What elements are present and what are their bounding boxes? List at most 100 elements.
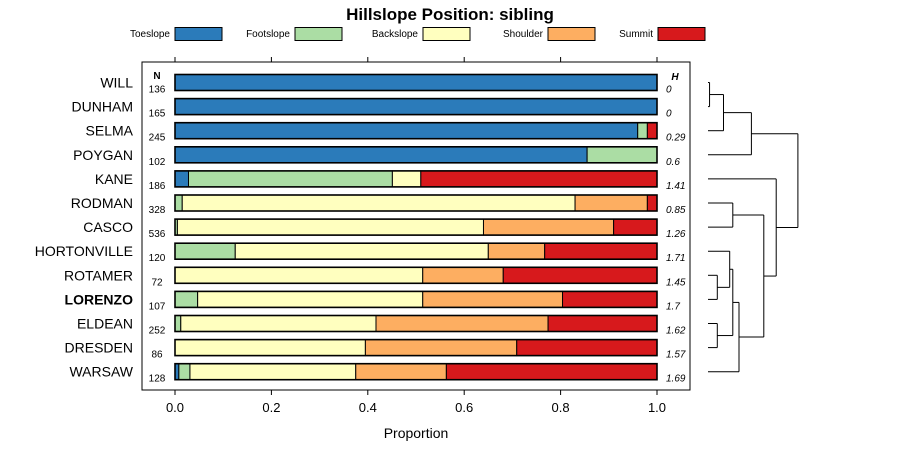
bar-segment-toeslope [174,122,639,140]
row-h-value: 1.57 [666,350,686,361]
bar-segment-backslope [189,363,357,381]
bar-segment-backslope [181,194,576,212]
row-n-value: 165 [149,109,166,120]
bar-segment-summit [420,170,658,188]
bar-segment-toeslope [174,98,658,116]
row-n-value: 72 [151,277,163,288]
bar-segment-toeslope [174,146,588,164]
row-n-value: 328 [149,205,166,216]
row-n-value: 136 [149,85,166,96]
bar-segment-summit [562,290,658,308]
bar-segment-backslope [197,290,424,308]
bar-segment-shoulder [487,242,546,260]
legend-label-footslope: Footslope [246,29,290,40]
bar-segment-toeslope [174,170,189,188]
plot-border [141,61,691,391]
bar-outline [174,314,658,333]
x-tick-label: 0.6 [455,400,473,415]
bar-segment-backslope [391,170,422,188]
bar-segment-footslope [174,315,182,332]
bar-segment-backslope [234,242,489,260]
x-tick-label: 0.8 [552,400,570,415]
legend-swatch-backslope [422,27,471,41]
bar-segment-backslope [174,339,366,357]
row-n-value: 252 [149,326,166,337]
plot-area: 0.0 0.2 0.4 0.6 0.8 1.0 N H WILL 136 0 DUNHAM 165 0 SE… [35,57,691,415]
row-n-value: 186 [149,181,166,192]
bar-outline [174,338,658,357]
row-n-value: 120 [149,253,166,264]
row-label: CASCO [83,219,133,235]
bar-segment-shoulder [422,290,564,308]
bar-segment-shoulder [574,194,648,212]
row-h-value: 0 [666,85,672,96]
row-label: DUNHAM [72,99,133,115]
row-label: WILL [100,75,133,91]
legend-label-shoulder: Shoulder [503,29,544,40]
bar-segment-summit [516,339,658,357]
bar-outline [174,146,658,164]
row-h-value: 1.41 [666,181,685,192]
x-tick-label: 0.2 [262,400,280,415]
bar-segment-footslope [174,290,199,308]
row-label: LORENZO [65,291,134,307]
bar-outline [174,362,658,381]
bar-segment-backslope [176,218,484,236]
legend-swatch-shoulder [547,27,596,41]
row-label: ELDEAN [77,316,133,332]
bar-segment-shoulder [422,266,504,284]
row-h-value: 0.85 [666,205,686,216]
bar-segment-backslope [174,266,424,284]
row-h-value: 1.26 [666,229,686,240]
row-label: HORTONVILLE [35,243,133,259]
bar-segment-shoulder [364,339,518,357]
row-label: POYGAN [73,147,133,163]
row-label: SELMA [86,123,134,139]
bar-outline [174,97,658,116]
row-h-value: 1.62 [666,326,686,337]
bar-segment-shoulder [355,363,447,381]
x-tick-label: 1.0 [648,400,666,415]
h-column-header: H [671,72,679,83]
bar-segment-shoulder [375,315,549,332]
row-n-value: 107 [149,301,166,312]
bar-segment-footslope [187,170,393,188]
row-label: KANE [95,171,133,187]
bar-segment-footslope [637,122,648,140]
bar-outline [174,194,658,212]
bar-segment-summit [544,242,658,260]
row-h-value: 1.71 [666,253,685,264]
row-label: WARSAW [69,364,133,380]
bar-segment-footslope [174,242,236,260]
bar-segment-summit [646,122,658,140]
row-n-value: 128 [149,374,166,385]
x-tick-label: 0.0 [166,400,184,415]
bar-segment-shoulder [482,218,615,236]
bar-outline [174,170,658,188]
x-axis-label: Proportion [384,425,449,441]
row-label: ROTAMER [64,267,133,283]
row-label: DRESDEN [65,340,133,356]
bar-outline [174,121,658,140]
bar-outline [174,73,658,92]
chart-title: Hillslope Position: sibling [346,5,554,24]
bar-outline [174,290,658,309]
bar-outline [174,218,658,236]
bar-outline [174,242,658,260]
bar-segment-summit [502,266,658,284]
row-n-value: 536 [149,229,166,240]
dendrogram [708,82,799,373]
row-h-value: 0.6 [666,157,680,168]
row-h-value: 1.45 [666,277,686,288]
legend-label-backslope: Backslope [372,29,419,40]
bar-segment-footslope [174,194,183,212]
legend-swatch-summit [657,27,706,41]
bar-segment-footslope [178,363,191,381]
legend-label-summit: Summit [619,29,653,40]
row-n-value: 86 [151,350,163,361]
row-h-value: 1.69 [666,374,686,385]
legend-label-toeslope: Toeslope [130,29,170,40]
bar-segment-summit [613,218,658,236]
bar-segment-toeslope [174,74,658,91]
row-n-value: 245 [149,133,166,144]
